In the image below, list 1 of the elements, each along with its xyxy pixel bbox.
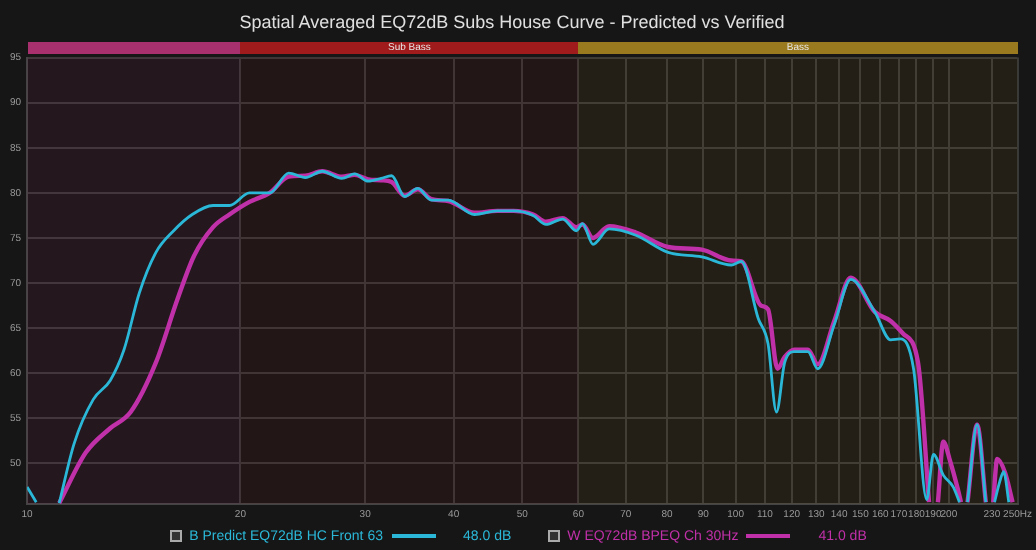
chart-title: Spatial Averaged EQ72dB Subs House Curve - Predicted vs Verified [239,11,785,32]
